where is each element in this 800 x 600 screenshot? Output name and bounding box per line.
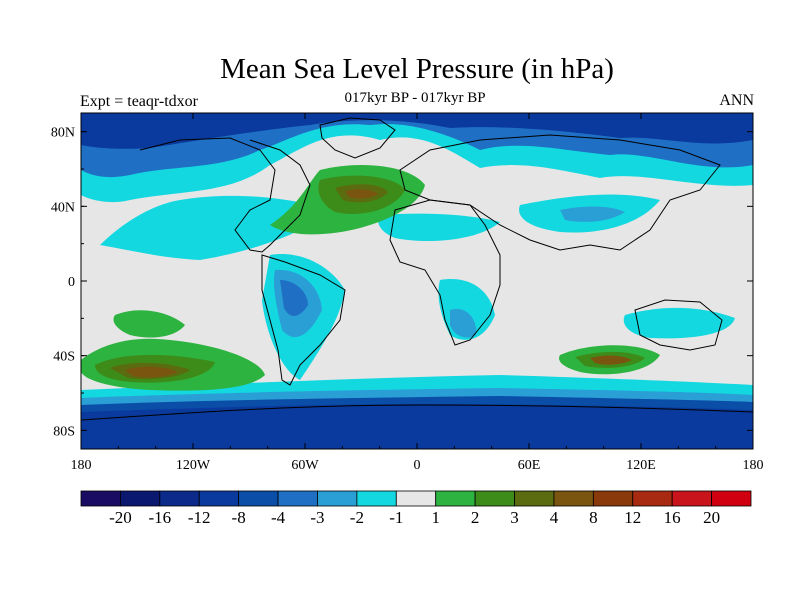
colorbar-label: -4 — [271, 508, 286, 527]
colorbar-swatch — [514, 490, 555, 507]
colorbar-swatch — [80, 490, 121, 507]
y-tick-label: 80S — [53, 424, 75, 439]
colorbar-label: 20 — [703, 508, 720, 527]
colorbar-swatch — [238, 490, 279, 507]
colorbar-swatch — [711, 490, 752, 507]
y-tick-label: 80N — [51, 126, 75, 141]
colorbar-swatch — [474, 490, 515, 507]
colorbar-swatch — [277, 490, 318, 507]
colorbar-swatch — [553, 490, 594, 507]
y-tick-label: 40N — [51, 200, 75, 215]
blue-africa — [450, 308, 477, 338]
colorbar-label: -16 — [148, 508, 171, 527]
africa-outline — [389, 199, 501, 346]
south-america-outline — [261, 254, 346, 386]
blue-asia — [560, 206, 625, 222]
colorbar-label: 2 — [471, 508, 480, 527]
x-axis-ticks: 180 120W 60W 0 60E 120E 180 — [71, 113, 764, 473]
colorbar-label: -8 — [232, 508, 246, 527]
darkblue-north — [81, 113, 753, 149]
colorbar-label: 8 — [589, 508, 598, 527]
colorbar-swatch — [395, 490, 437, 507]
colorbar-label: -1 — [389, 508, 403, 527]
coastlines — [81, 117, 753, 421]
colorbar-label: -3 — [310, 508, 324, 527]
north-america-outline — [139, 137, 311, 253]
colorbar-swatch — [671, 490, 712, 507]
colorbar-label: 1 — [431, 508, 440, 527]
map-subtitle: 017kyr BP - 017kyr BP — [344, 90, 486, 106]
colorbar: -20 -16 -12 -8 -4 -3 -2 -1 1 2 3 4 8 12 16 20 — [80, 490, 752, 527]
x-tick-label: 60E — [518, 458, 541, 473]
cyan-australia — [623, 307, 735, 339]
season-label: ANN — [719, 92, 754, 109]
experiment-label: Expt = teaqr-tdxor — [80, 93, 198, 110]
australia-outline — [634, 299, 723, 351]
colorbar-label: -2 — [350, 508, 364, 527]
green-spacific-n — [113, 310, 185, 338]
y-tick-label: 0 — [68, 275, 75, 290]
y-tick-label: 40S — [53, 350, 75, 365]
colorbar-swatch — [198, 490, 240, 507]
greenland-outline — [319, 117, 396, 159]
map-title: Mean Sea Level Pressure (in hPa) — [220, 53, 614, 85]
map-field — [81, 113, 753, 449]
colorbar-swatch — [356, 490, 397, 507]
colorbar-swatch — [435, 490, 476, 507]
eurasia-outline — [399, 134, 721, 251]
cyan-sahara — [378, 213, 500, 242]
colorbar-swatch — [592, 490, 634, 507]
cyan-npacific — [100, 195, 330, 260]
brown-natlantic — [345, 189, 378, 199]
antarctica-outline — [81, 404, 753, 421]
colorbar-swatch — [120, 490, 161, 507]
brown-sindian — [590, 355, 632, 365]
y-axis-ticks: 80N 40N 0 40S 80S — [51, 126, 753, 439]
colorbar-swatch — [159, 490, 200, 507]
navy-antarctica — [81, 404, 753, 449]
x-tick-label: 180 — [71, 458, 92, 473]
colorbar-label: -12 — [188, 508, 211, 527]
colorbar-label: 4 — [550, 508, 559, 527]
colorbar-swatch — [317, 490, 358, 507]
x-tick-label: 120E — [626, 458, 656, 473]
darkblue-samerica — [280, 280, 308, 316]
x-tick-label: 0 — [414, 458, 421, 473]
colorbar-label: 3 — [510, 508, 519, 527]
x-tick-label: 180 — [743, 458, 764, 473]
colorbar-label: 12 — [624, 508, 641, 527]
colorbar-label: 16 — [664, 508, 681, 527]
brown-spacific — [125, 366, 178, 378]
colorbar-label: -20 — [109, 508, 132, 527]
colorbar-swatch — [632, 490, 673, 507]
x-tick-label: 120W — [176, 458, 211, 473]
x-tick-label: 60W — [291, 458, 319, 473]
